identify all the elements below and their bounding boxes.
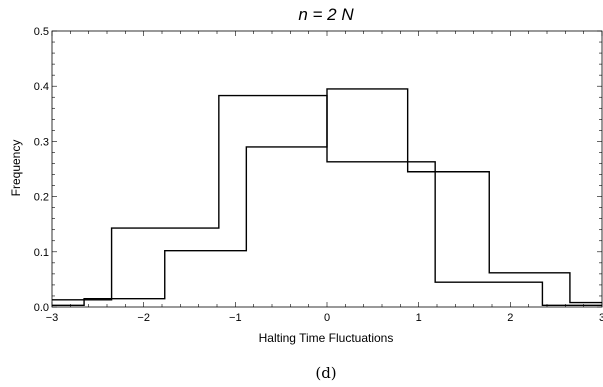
y-tick-label: 0.2 [34,192,49,204]
plot-frame [51,30,603,308]
y-tick-label: 0.0 [34,302,49,314]
x-tick-label: −3 [46,312,59,324]
y-axis-label: Frequency [9,140,23,197]
x-tick-label: −1 [229,312,242,324]
series-layer [52,88,602,307]
ticks-layer: −3 −2 −1 0 1 2 3 0.0 0.1 0.2 0.3 0.4 0.5 [34,26,603,324]
x-tick-label: 3 [599,312,603,324]
y-tick-label: 0.1 [34,247,49,259]
x-tick-label: 0 [324,312,330,324]
chart-title: n = 2 N [298,5,354,24]
y-tick-label: 0.5 [34,26,49,38]
figure-caption: (d) [315,364,336,382]
x-tick-label: 2 [507,312,513,324]
x-tick-label: −2 [137,312,150,324]
y-tick-label: 0.4 [34,81,49,93]
histogram-series-2 [52,88,602,307]
x-tick-label: 1 [416,312,422,324]
y-tick-label: 0.3 [34,136,49,148]
x-axis-label: Halting Time Fluctuations [259,331,394,345]
